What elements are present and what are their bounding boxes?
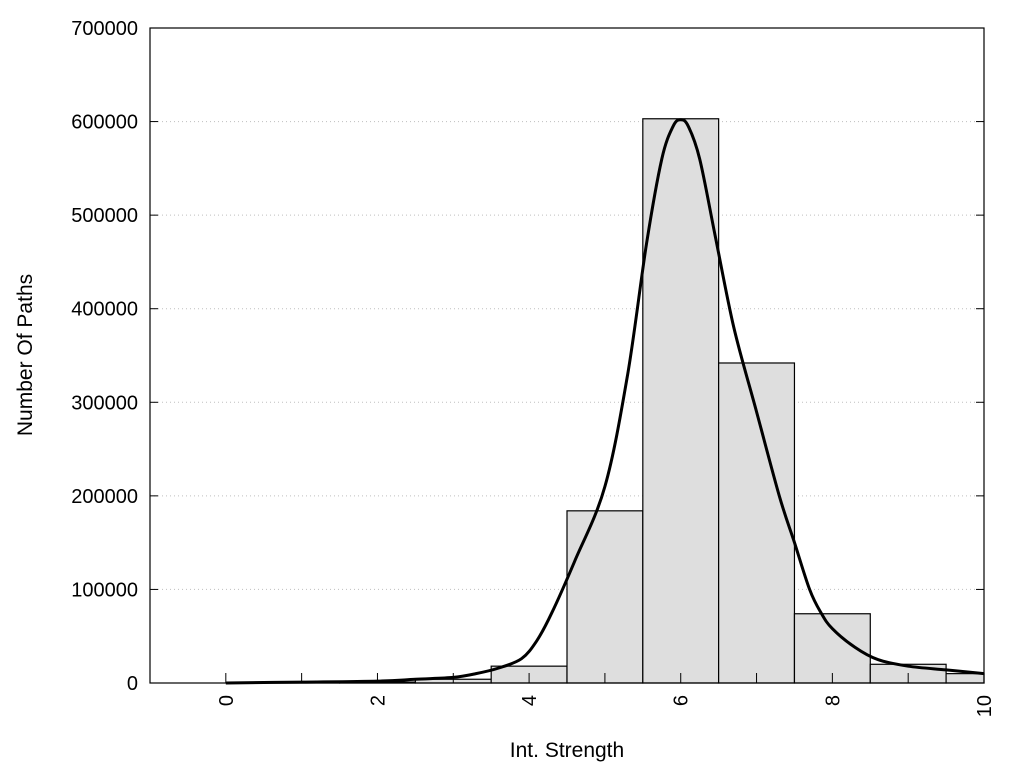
y-tick-label: 100000 — [71, 579, 138, 601]
x-tick-label: 4 — [519, 695, 541, 706]
y-tick-label: 300000 — [71, 392, 138, 414]
y-tick-label: 0 — [127, 673, 138, 695]
y-tick-label: 700000 — [71, 18, 138, 40]
bar — [567, 511, 643, 683]
x-axis-label: Int. Strength — [510, 739, 624, 762]
tick-labels: 0 100000 200000 300000 400000 500000 600000 700… — [71, 18, 996, 717]
bar — [946, 674, 984, 683]
x-tick-label: 6 — [671, 695, 693, 706]
x-tick-label: 10 — [974, 695, 996, 717]
x-tick-label: 2 — [367, 695, 389, 706]
x-tick-label: 8 — [822, 695, 844, 706]
x-tick-label: 0 — [216, 695, 238, 706]
y-tick-label: 600000 — [71, 112, 138, 134]
y-tick-label: 400000 — [71, 299, 138, 321]
y-tick-label: 500000 — [71, 205, 138, 227]
y-axis-label: Number Of Paths — [14, 274, 37, 436]
y-tick-label: 200000 — [71, 486, 138, 508]
